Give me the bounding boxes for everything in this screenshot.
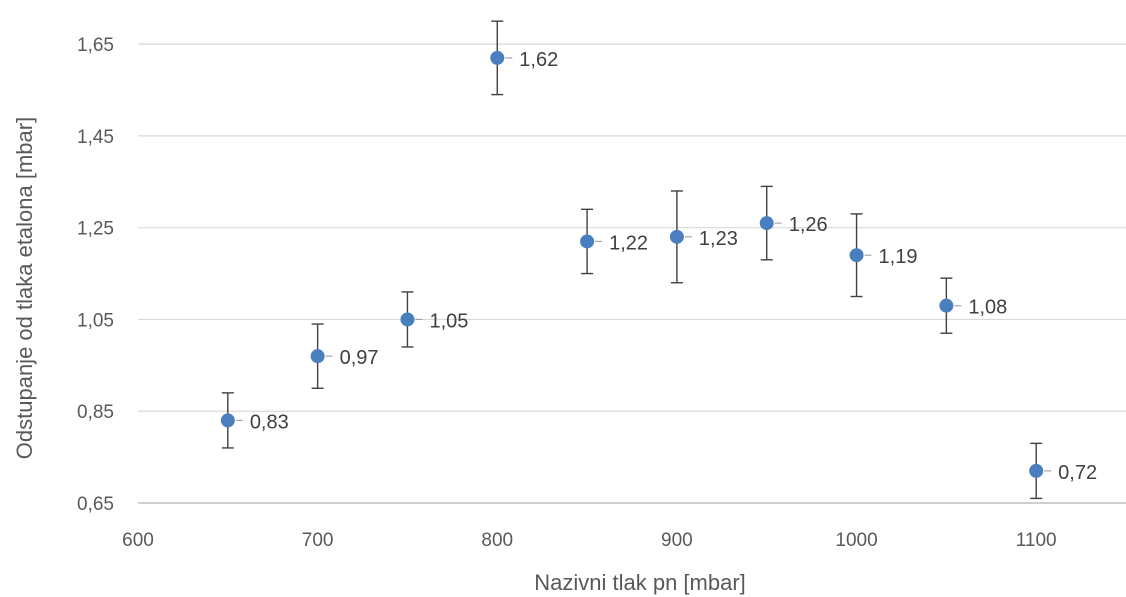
data-point xyxy=(759,216,774,231)
data-label: 1,19 xyxy=(879,246,918,268)
y-tick-label: 1,05 xyxy=(77,310,114,331)
data-point xyxy=(400,312,415,327)
y-tick-label: 1,45 xyxy=(77,127,114,148)
data-point xyxy=(849,248,864,263)
data-labels: 0,83 0,97 1,05 1,62 1,22 1,23 1,26 1,19 1,08 0,72 xyxy=(235,49,1097,484)
data-label: 1,26 xyxy=(789,214,828,236)
x-tick-labels: 600 700 800 900 1000 1100 xyxy=(122,530,1056,551)
data-label: 1,62 xyxy=(519,49,558,71)
data-label: 1,08 xyxy=(968,297,1007,319)
x-axis-title: Nazivni tlak pn [mbar] xyxy=(534,570,746,595)
data-point xyxy=(310,349,325,364)
x-tick-label: 1000 xyxy=(835,530,877,551)
data-label: 1,22 xyxy=(609,232,648,254)
data-label: 1,23 xyxy=(699,228,738,250)
gridlines xyxy=(138,43,1126,412)
data-point xyxy=(1029,463,1044,478)
error-bars xyxy=(221,20,1043,500)
y-tick-label: 0,65 xyxy=(77,494,114,515)
x-tick-label: 1100 xyxy=(1016,530,1057,551)
data-label: 0,83 xyxy=(250,411,289,433)
x-tick-label: 900 xyxy=(661,530,693,551)
y-axis-title: Odstupanje od tlaka etalona [mbar] xyxy=(12,117,37,459)
y-tick-label: 1,25 xyxy=(77,219,114,240)
data-points xyxy=(220,50,1044,478)
data-label: 1,05 xyxy=(429,310,468,332)
data-point xyxy=(490,50,505,65)
data-point xyxy=(939,298,954,313)
data-label: 0,72 xyxy=(1058,462,1097,484)
y-tick-label: 0,85 xyxy=(77,402,114,423)
y-tick-labels: 0,65 0,85 1,05 1,25 1,45 1,65 xyxy=(77,35,114,515)
data-point xyxy=(580,234,595,249)
y-tick-label: 1,65 xyxy=(77,35,114,56)
data-point xyxy=(669,229,684,244)
x-tick-label: 600 xyxy=(122,530,154,551)
x-tick-label: 800 xyxy=(481,530,513,551)
data-label: 0,97 xyxy=(340,347,379,369)
x-tick-label: 700 xyxy=(302,530,334,551)
data-point xyxy=(220,413,235,428)
